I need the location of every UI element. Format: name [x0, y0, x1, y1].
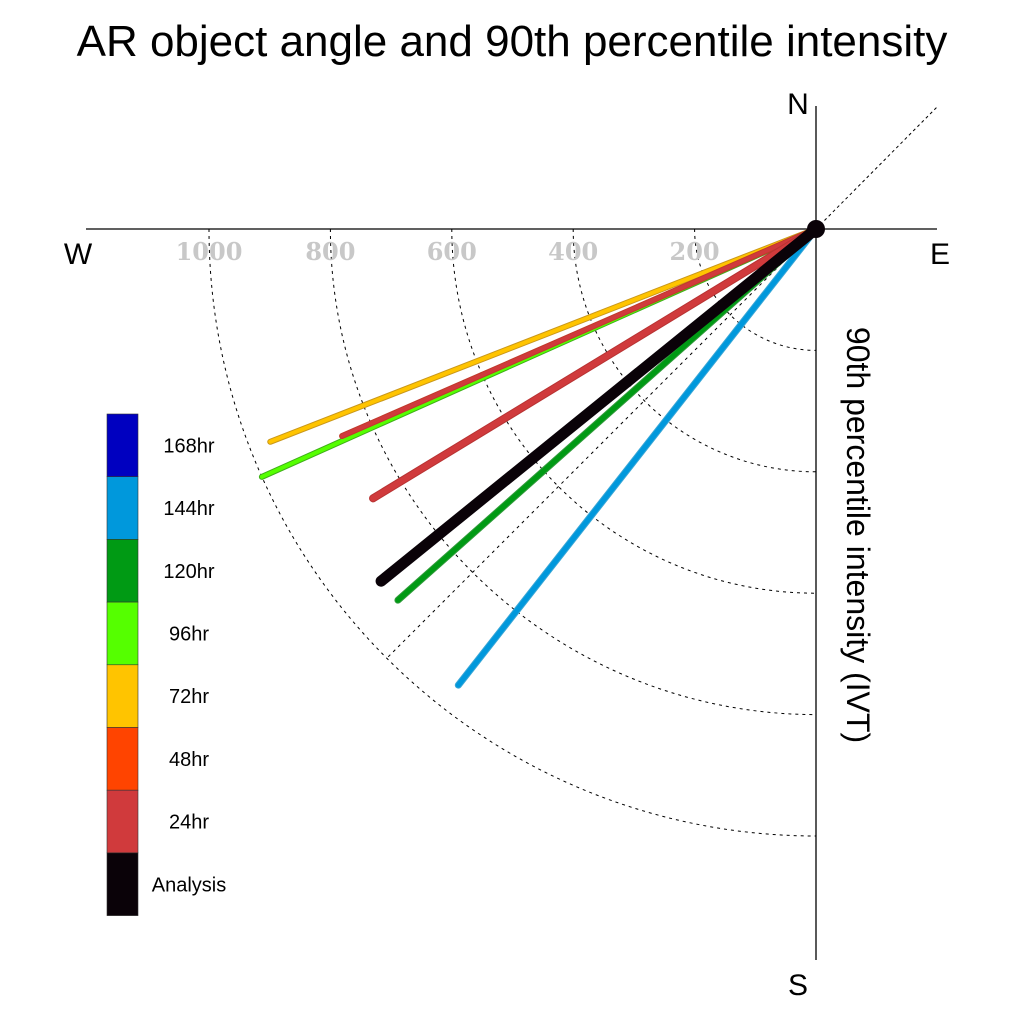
northeast-diagonal [815, 105, 939, 230]
legend: 168hr 144hr 120hr 96hr 72hr 48hr 24hr Analysis [106, 413, 226, 916]
origin-marker [807, 220, 825, 238]
legend-label: 120hr [163, 561, 214, 583]
legend-label: Analysis [152, 874, 226, 896]
legend-swatch-72hr [106, 664, 139, 728]
compass-south-label: S [788, 969, 808, 1002]
chart-title: AR object angle and 90th percentile inte… [77, 17, 948, 66]
legend-label: 96hr [169, 623, 209, 645]
radial-tick-label: 600 [427, 237, 477, 266]
compass-east-label: E [930, 238, 950, 271]
radial-tick-label: 200 [670, 237, 720, 266]
legend-swatch-144hr [106, 476, 139, 540]
radial-tick-label: 1000 [176, 237, 243, 266]
legend-label: 24hr [169, 812, 209, 834]
radial-grid [208, 228, 817, 837]
vector-48hr [339, 226, 819, 440]
legend-swatch-96hr [106, 601, 139, 666]
legend-swatch-analysis [106, 852, 139, 916]
vector-line [455, 226, 819, 688]
vector-line [370, 226, 819, 502]
southwest-diagonal [386, 228, 817, 659]
vector-144hr [454, 225, 820, 689]
legend-swatch-24hr [106, 789, 139, 854]
compass-axes [86, 105, 939, 960]
vector-series [258, 223, 822, 689]
legend-label: 168hr [163, 435, 214, 457]
compass-west-label: W [64, 238, 93, 271]
radial-tick-label: 800 [305, 237, 355, 266]
vector-line [375, 223, 822, 587]
vector-analysis [375, 223, 822, 587]
legend-swatch-48hr [106, 727, 139, 791]
legend-swatch-120hr [106, 539, 139, 603]
grid-arc-600 [451, 228, 817, 594]
legend-label: 72hr [169, 686, 209, 708]
radial-tick-label: 400 [548, 237, 598, 266]
vector-line [268, 227, 818, 444]
radial-tick-labels: 200 400 600 800 1000 [176, 237, 720, 266]
legend-swatch-168hr [106, 413, 139, 478]
vector-72hr [267, 226, 819, 445]
grid-arc-400 [572, 228, 817, 473]
y-axis-label: 90th percentile intensity (IVT) [840, 327, 876, 743]
vector-24hr [369, 225, 820, 503]
grid-arc-1000 [208, 228, 817, 837]
legend-label: 48hr [169, 749, 209, 771]
legend-label: 144hr [163, 498, 214, 520]
compass-north-label: N [787, 88, 809, 121]
vector-line [340, 227, 818, 439]
